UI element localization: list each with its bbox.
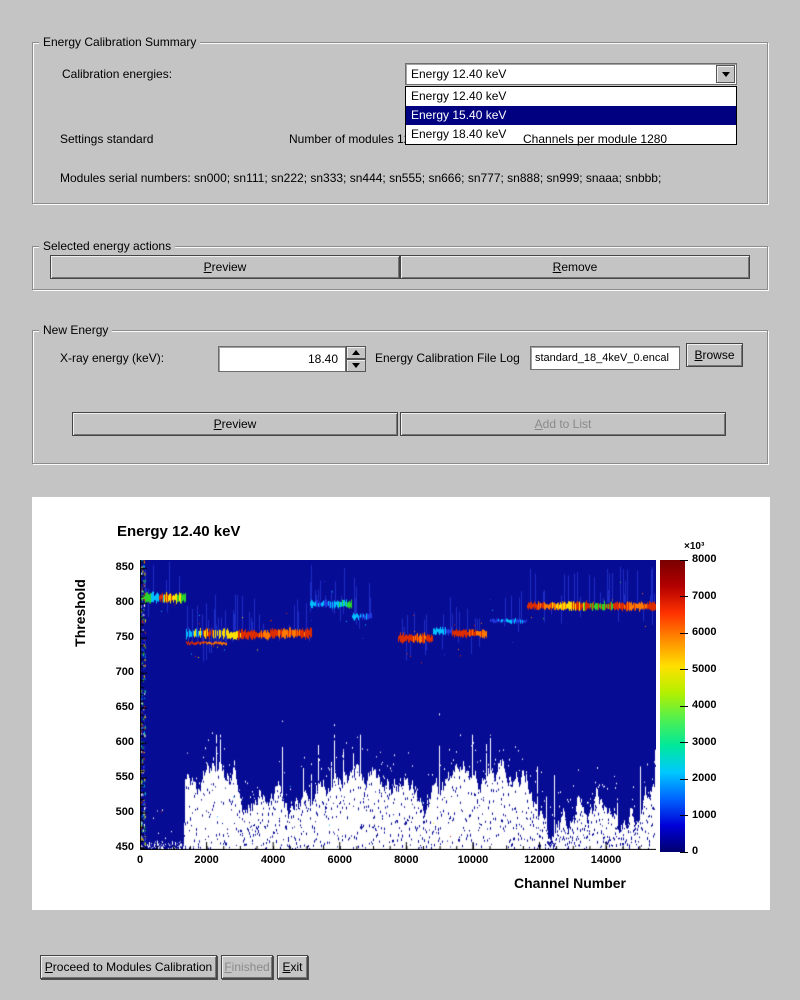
- colorbar-tick-mark: [680, 669, 688, 670]
- colorbar-tick-mark: [680, 596, 688, 597]
- dropdown-item-1[interactable]: Energy 15.40 keV: [406, 106, 736, 125]
- group-new-energy: New Energy X-ray energy (keV): Energy Ca…: [32, 323, 768, 464]
- energy-dropdown-list[interactable]: Energy 12.40 keV Energy 15.40 keV Energy 1…: [405, 86, 737, 145]
- group-energy-calibration-summary: Energy Calibration Summary Calibration e…: [32, 35, 768, 204]
- settings-standard-label: Settings standard: [60, 132, 154, 146]
- colorbar-tick-mark: [680, 851, 688, 853]
- channels-per-module-label: Channels per module 1280: [523, 132, 668, 146]
- arrow-up-icon: [352, 350, 360, 355]
- arrow-down-icon: [352, 363, 360, 368]
- colorbar-tick-label: 8000: [692, 553, 717, 565]
- calibration-energies-label: Calibration energies:: [62, 67, 173, 81]
- colorbar-tick-mark: [680, 559, 688, 561]
- threshold-heatmap-canvas: [140, 560, 656, 850]
- x-axis-tick-label: 4000: [260, 854, 286, 866]
- x-axis-tick-label: 0: [136, 854, 144, 866]
- dropdown-item-0[interactable]: Energy 12.40 keV: [411, 89, 507, 103]
- y-axis-tick-label: 450: [115, 840, 134, 853]
- energy-file-input[interactable]: [530, 346, 680, 370]
- y-axis-tick-label: 750: [115, 631, 134, 644]
- colorbar-tick-label: 4000: [692, 699, 717, 711]
- group-title-actions: Selected energy actions: [39, 239, 176, 253]
- x-axis-tick-label: 12000: [524, 854, 555, 866]
- number-of-modules-label: Number of modules 12: [289, 132, 411, 146]
- colorbar-tick-label: 2000: [692, 772, 717, 784]
- y-axis-tick-label: 700: [115, 666, 134, 679]
- colorbar-multiplier-label: ×10³: [684, 541, 705, 552]
- y-axis-tick-label: 550: [115, 771, 134, 784]
- colorbar-tick-label: 3000: [692, 735, 717, 748]
- y-axis-tick-label: 850: [115, 561, 134, 574]
- spin-down-button[interactable]: [346, 359, 366, 372]
- x-axis-tick-label: 10000: [457, 854, 489, 866]
- y-axis-title: Threshold: [72, 579, 88, 647]
- combo-dropdown-button[interactable]: [716, 65, 735, 83]
- colorbar-tick-mark: [680, 632, 688, 634]
- y-axis-tick-label: 500: [115, 805, 134, 818]
- calibration-plot-panel: Energy 12.40 keV Threshold ×10³ Channel …: [32, 497, 770, 910]
- x-axis-title: Channel Number: [513, 875, 626, 891]
- colorbar-tick-mark: [680, 815, 688, 816]
- x-axis-tick-label: 14000: [590, 854, 622, 866]
- chart-title: Energy 12.40 keV: [117, 523, 241, 540]
- xray-energy-label: X-ray energy (keV):: [60, 351, 165, 365]
- spin-up-button[interactable]: [346, 346, 366, 359]
- y-axis-tick-label: 800: [115, 596, 134, 609]
- dropdown-item-2[interactable]: Energy 18.40 keV: [411, 127, 507, 141]
- y-axis-tick-label: 600: [115, 736, 134, 749]
- colorbar-tick-label: 0: [692, 845, 699, 857]
- colorbar-tick-mark: [680, 742, 688, 743]
- energy-combobox[interactable]: Energy 12.40 keV: [405, 63, 737, 85]
- x-axis-tick-label: 8000: [394, 854, 419, 866]
- file-log-label: Energy Calibration File Log: [375, 351, 520, 365]
- colorbar-tick-label: 6000: [692, 626, 717, 638]
- group-title-summary: Energy Calibration Summary: [39, 35, 201, 49]
- chevron-down-icon: [721, 71, 730, 77]
- colorbar-tick-label: 7000: [692, 589, 717, 602]
- x-axis-tick-label: 2000: [194, 854, 219, 866]
- x-axis-tick-label: 6000: [327, 854, 352, 866]
- colorbar-tick-label: 5000: [692, 662, 717, 675]
- group-title-new-energy: New Energy: [39, 323, 113, 337]
- combo-selected-value: Energy 12.40 keV: [411, 67, 507, 81]
- colorbar-tick-mark: [680, 705, 688, 707]
- modules-serials-label: Modules serial numbers: sn000; sn111; sn…: [60, 171, 662, 185]
- colorbar-tick-mark: [680, 778, 688, 780]
- xray-energy-input[interactable]: [218, 346, 346, 372]
- colorbar-tick-label: 1000: [692, 808, 717, 821]
- y-axis-tick-label: 650: [115, 701, 134, 714]
